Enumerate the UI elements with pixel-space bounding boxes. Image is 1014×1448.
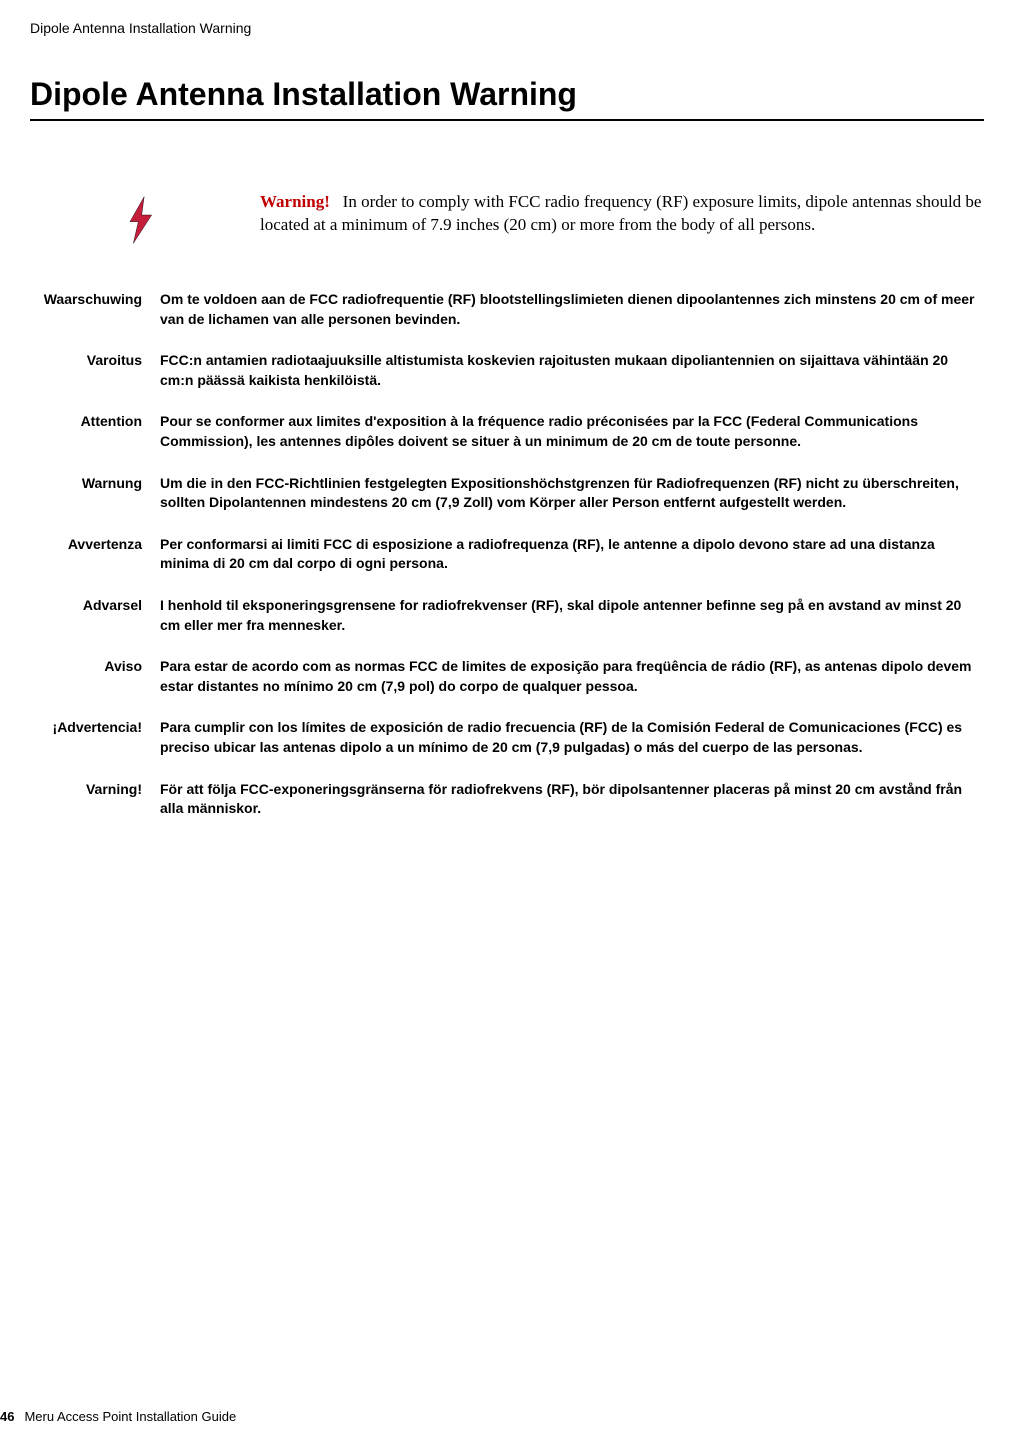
footer: 46Meru Access Point Installation Guide bbox=[0, 1409, 236, 1424]
lightning-icon bbox=[120, 195, 170, 250]
header-breadcrumb: Dipole Antenna Installation Warning bbox=[30, 20, 984, 36]
translation-label: Warnung bbox=[30, 474, 160, 491]
translation-row: Attention Pour se conformer aux limites … bbox=[30, 412, 984, 451]
translations-list: Waarschuwing Om te voldoen aan de FCC ra… bbox=[30, 290, 984, 819]
warning-body: In order to comply with FCC radio freque… bbox=[260, 192, 981, 234]
translation-text: Per conformarsi ai limiti FCC di esposiz… bbox=[160, 535, 984, 574]
translation-row: Varoitus FCC:n antamien radiotaajuuksill… bbox=[30, 351, 984, 390]
translation-label: ¡Advertencia! bbox=[30, 718, 160, 735]
page-title: Dipole Antenna Installation Warning bbox=[30, 76, 984, 113]
translation-label: Avvertenza bbox=[30, 535, 160, 552]
warning-label: Warning! bbox=[260, 192, 330, 211]
translation-label: Advarsel bbox=[30, 596, 160, 613]
translation-row: Warnung Um die in den FCC-Richtlinien fe… bbox=[30, 474, 984, 513]
translation-text: Pour se conformer aux limites d'expositi… bbox=[160, 412, 984, 451]
translation-text: Om te voldoen aan de FCC radiofrequentie… bbox=[160, 290, 984, 329]
translation-label: Waarschuwing bbox=[30, 290, 160, 307]
footer-doc-title: Meru Access Point Installation Guide bbox=[24, 1409, 236, 1424]
translation-text: För att följa FCC-exponeringsgränserna f… bbox=[160, 780, 984, 819]
translation-text: Um die in den FCC-Richtlinien festgelegt… bbox=[160, 474, 984, 513]
translation-row: Aviso Para estar de acordo com as normas… bbox=[30, 657, 984, 696]
translation-label: Attention bbox=[30, 412, 160, 429]
translation-text: FCC:n antamien radiotaajuuksille altistu… bbox=[160, 351, 984, 390]
translation-label: Varning! bbox=[30, 780, 160, 797]
translation-row: Avvertenza Per conformarsi ai limiti FCC… bbox=[30, 535, 984, 574]
translation-row: Advarsel I henhold til eksponeringsgrens… bbox=[30, 596, 984, 635]
title-underline bbox=[30, 119, 984, 121]
translation-text: Para cumplir con los límites de exposici… bbox=[160, 718, 984, 757]
footer-page-number: 46 bbox=[0, 1409, 24, 1424]
warning-block: Warning! In order to comply with FCC rad… bbox=[30, 191, 984, 250]
translation-label: Varoitus bbox=[30, 351, 160, 368]
translation-text: Para estar de acordo com as normas FCC d… bbox=[160, 657, 984, 696]
translation-label: Aviso bbox=[30, 657, 160, 674]
warning-text: Warning! In order to comply with FCC rad… bbox=[260, 191, 984, 237]
translation-text: I henhold til eksponeringsgrensene for r… bbox=[160, 596, 984, 635]
translation-row: Varning! För att följa FCC-exponeringsgr… bbox=[30, 780, 984, 819]
translation-row: ¡Advertencia! Para cumplir con los límit… bbox=[30, 718, 984, 757]
translation-row: Waarschuwing Om te voldoen aan de FCC ra… bbox=[30, 290, 984, 329]
